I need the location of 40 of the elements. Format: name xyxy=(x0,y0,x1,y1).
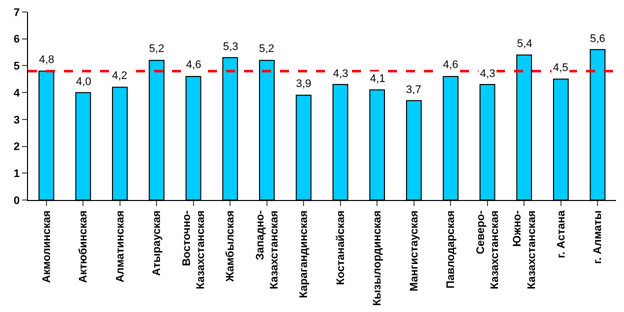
data-label: 5,6 xyxy=(590,33,606,45)
data-label: 4,3 xyxy=(333,68,348,80)
x-tick-label: Алматинская xyxy=(114,210,126,282)
x-tick-label: Восточно-Казахстанская xyxy=(180,210,208,290)
x-tick-label: Западно-Казахстанская xyxy=(254,210,281,290)
data-label: 5,3 xyxy=(223,41,238,53)
data-label: 4,8 xyxy=(39,54,54,66)
data-label: 5,2 xyxy=(259,43,274,55)
y-tick-label: 6 xyxy=(14,34,20,46)
data-label: 4,6 xyxy=(186,59,202,71)
data-label: 4,6 xyxy=(443,59,458,71)
x-tick-label: Актюбинская xyxy=(78,210,90,283)
x-tick-label: Атырауская xyxy=(151,210,164,276)
x-tick-label: г. Алматы xyxy=(592,210,604,264)
data-label: 5,2 xyxy=(149,43,164,55)
x-tick-label: Акмолинская xyxy=(40,210,53,283)
data-label: 4,2 xyxy=(112,70,128,82)
x-tick-label: Костанайская xyxy=(334,210,347,285)
y-tick-label: 7 xyxy=(14,6,20,19)
y-tick-label: 2 xyxy=(14,141,20,154)
data-label: 3,7 xyxy=(406,84,422,96)
x-tick-label: Южно-Казахстанская xyxy=(512,210,538,290)
x-tick-label: Павлодарская xyxy=(445,210,458,288)
x-tick-label: Северо-Казахстанская xyxy=(474,210,502,290)
y-tick-label: 3 xyxy=(14,114,20,126)
x-tick-label: Карагандинская xyxy=(298,210,310,298)
y-tick-label: 4 xyxy=(14,87,21,100)
y-tick-label: 0 xyxy=(14,194,20,207)
data-label: 4,5 xyxy=(553,62,568,74)
x-tick-label: Жамбылская xyxy=(224,210,237,283)
x-tick-label: Кызылординская xyxy=(372,210,384,306)
data-label: 3,9 xyxy=(296,78,312,90)
data-label: 4,1 xyxy=(370,73,386,85)
data-label: 4,0 xyxy=(76,76,92,88)
x-tick-label: г. Астана xyxy=(555,210,568,258)
y-tick-label: 1 xyxy=(14,168,20,180)
x-tick-label: Мангистауская xyxy=(408,210,420,292)
data-label: 4,3 xyxy=(480,68,496,80)
data-label: 5,4 xyxy=(517,38,532,50)
y-tick-label: 5 xyxy=(14,60,20,73)
